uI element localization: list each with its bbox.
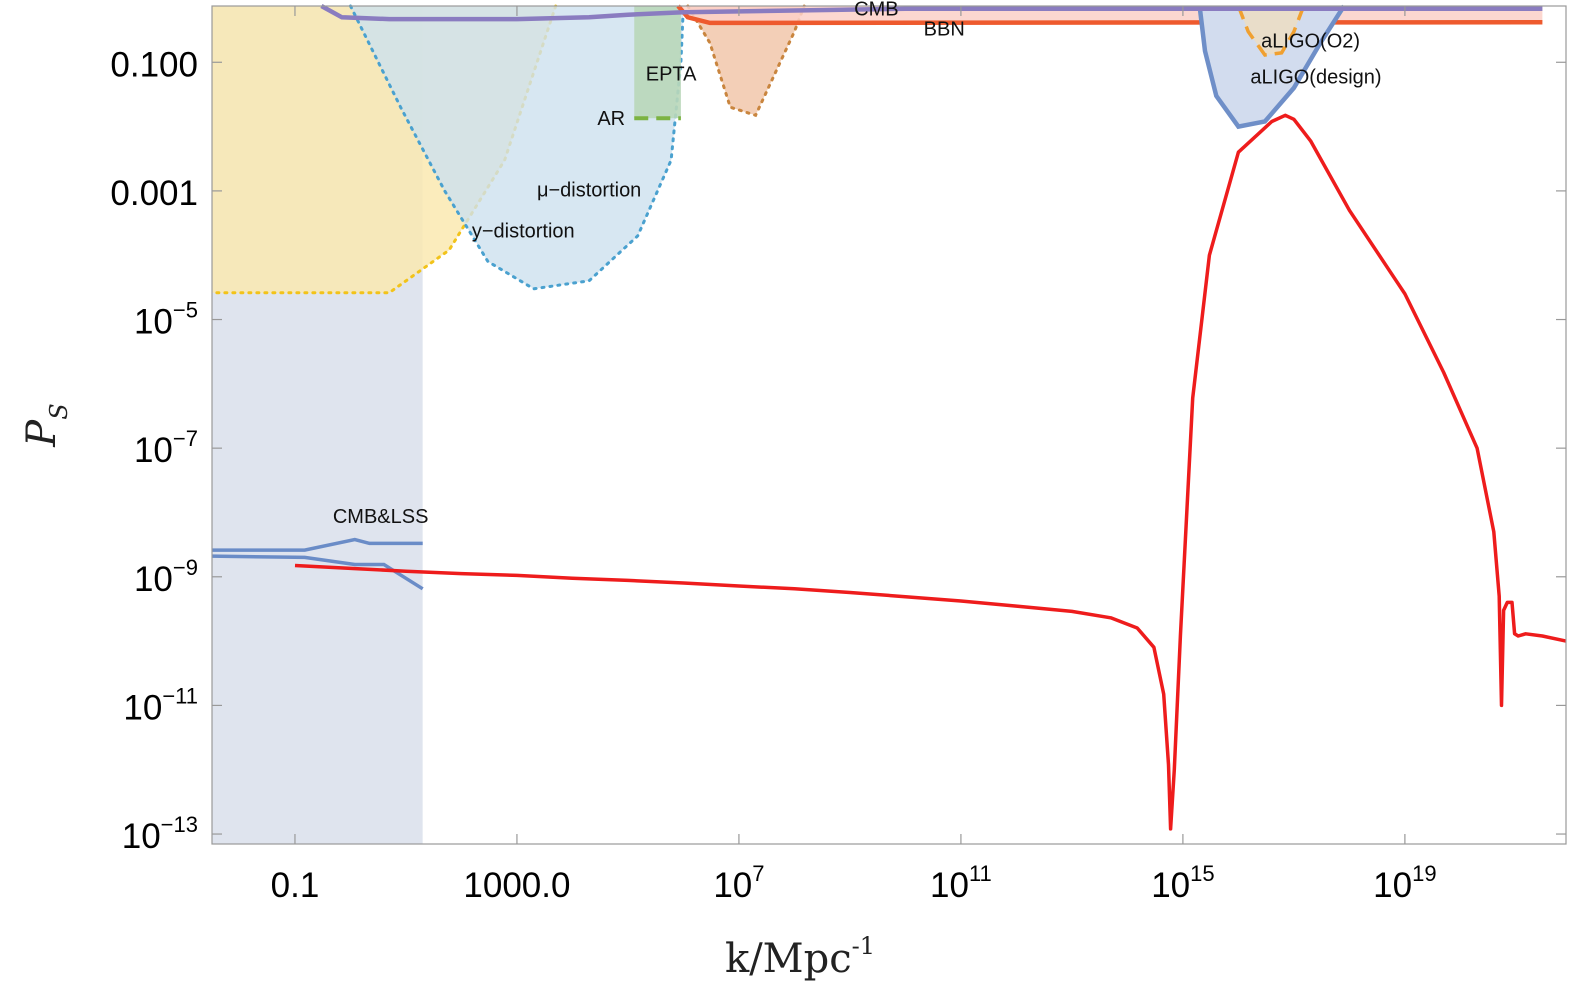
x-tick-label: 0.1: [271, 866, 320, 905]
region-mu-distortion: [350, 6, 684, 289]
annotation-label: CMB: [854, 0, 898, 21]
annotation-layer: CMB BBN aLIGO(O2) aLIGO(design) EPTA AR μ−dist…: [333, 0, 1382, 528]
cmb-lss-upper: [212, 537, 423, 552]
y-tick-label: 10−7: [134, 426, 198, 470]
region-aligo-o2-edge: [1236, 5, 1306, 57]
annotation-label: aLIGO(design): [1250, 66, 1381, 88]
y-tick-label: 10−9: [134, 555, 198, 599]
x-tick-label: 1015: [1151, 861, 1214, 905]
region-aligo-o2: [1238, 6, 1304, 55]
x-axis-title-text: k/Mpc: [725, 936, 852, 982]
constraint-regions: [210, 4, 1543, 844]
annotation-label: CMB&LSS: [333, 506, 429, 528]
annotation-label: y−distortion: [472, 220, 575, 242]
x-tick-label: 1019: [1373, 861, 1436, 905]
region-aligo-design: [1199, 6, 1344, 127]
region-y-distortion-edge: [210, 4, 558, 295]
plot-frame: [211, 5, 1567, 845]
x-tick-label: 1011: [930, 861, 992, 905]
y-tick-label: 0.001: [110, 174, 198, 213]
y-axis-title-subscript: S: [45, 403, 73, 419]
annotation-label: aLIGO(O2): [1261, 30, 1360, 52]
y-axis-title-text: P: [19, 419, 65, 448]
region-mu-distortion-edge: [349, 4, 685, 291]
annotation-label: μ−distortion: [537, 179, 641, 201]
x-axis-title-exponent: -1: [852, 932, 875, 960]
x-axis-title: k/Mpc-1: [725, 932, 875, 982]
annotation-label: EPTA: [646, 64, 697, 86]
series-line-0: [294, 113, 1567, 831]
region-cmb-edge: [320, 4, 1543, 22]
y-tick-label: 10−13: [122, 812, 198, 856]
region-aligo-design-edge: [1197, 4, 1346, 130]
cmb-lss-lower: [211, 554, 424, 591]
x-tick-label: 107: [713, 861, 764, 905]
region-epta: [687, 6, 805, 116]
series-layer: [294, 113, 1567, 831]
region-epta-edge: [686, 4, 806, 118]
y-axis-title: PS: [19, 403, 73, 447]
y-tick-label: 0.100: [110, 45, 198, 84]
x-tick-label: 1000.0: [463, 866, 570, 905]
tick-layer: 0.1 1000.0 107 1011 1015 1019 0.100 0.001 10−5 10…: [110, 6, 1566, 905]
annotation-label: BBN: [924, 19, 965, 41]
region-ar: [634, 6, 681, 119]
y-tick-label: 10−5: [134, 298, 198, 342]
y-tick-label: 10−11: [123, 683, 198, 727]
annotation-label: AR: [597, 108, 625, 130]
